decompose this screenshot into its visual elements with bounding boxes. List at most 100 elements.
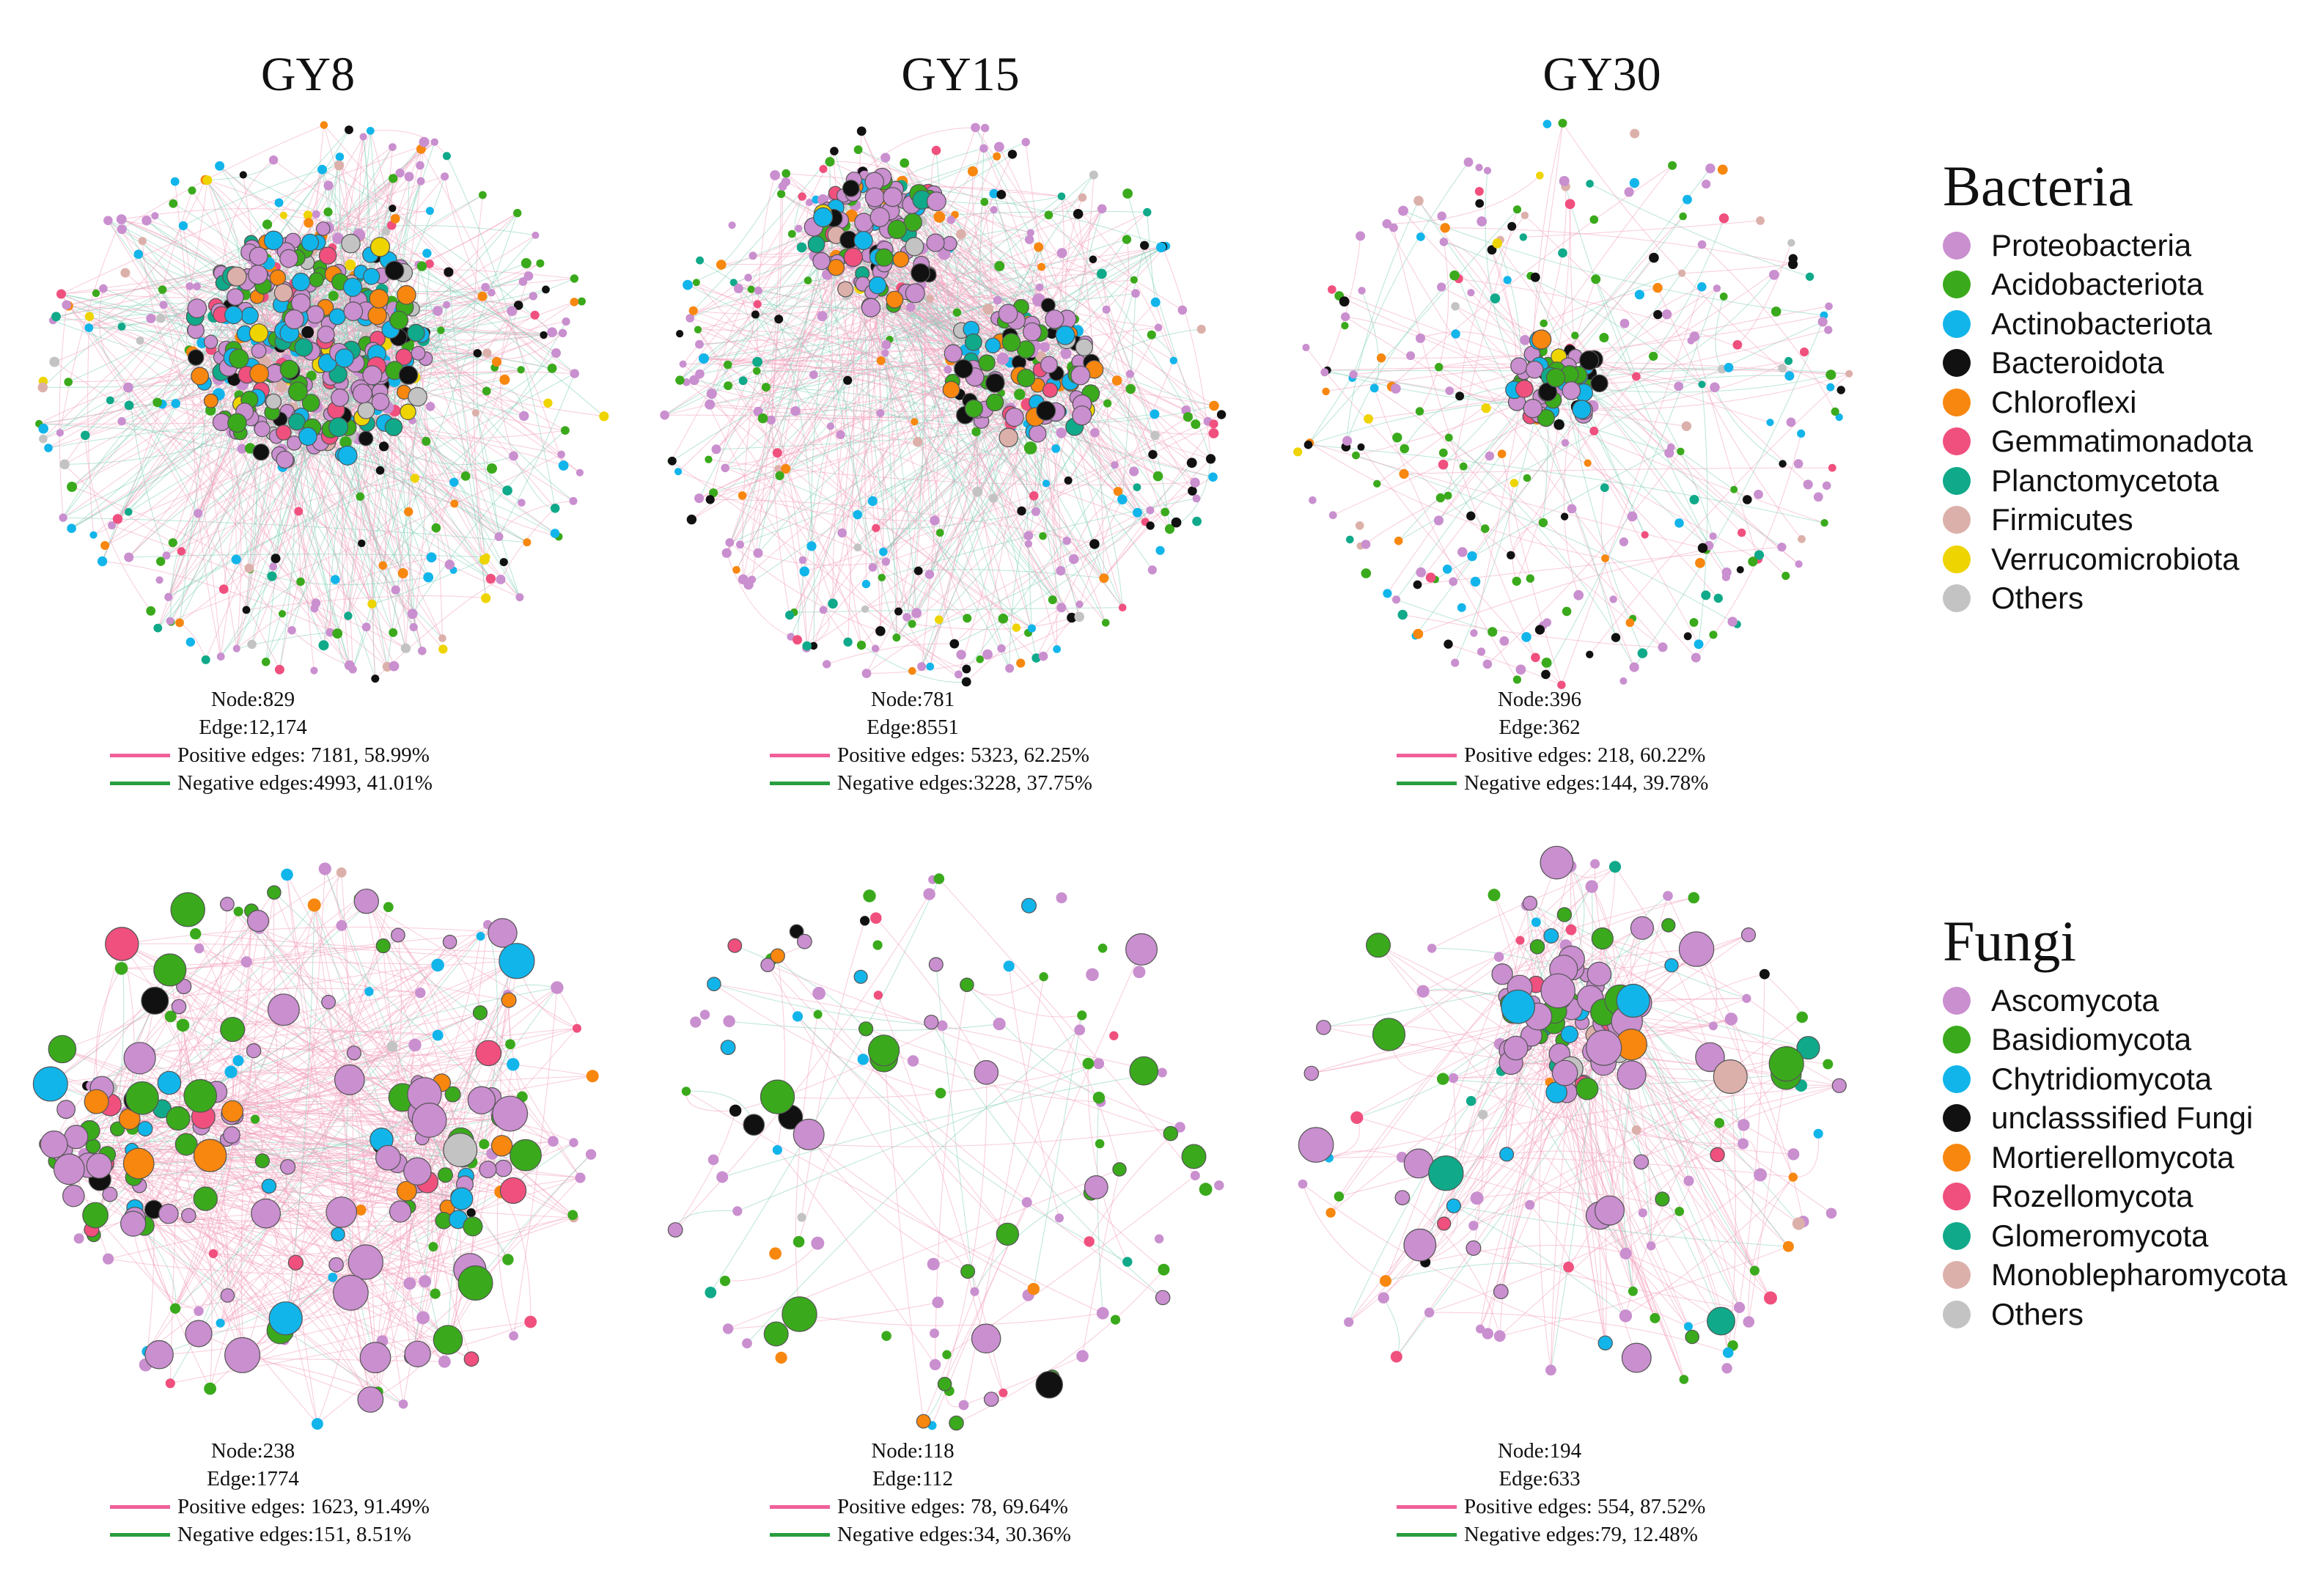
network-node — [1364, 413, 1373, 424]
network-edge — [1520, 930, 1567, 946]
network-node — [1158, 1263, 1170, 1276]
network-node — [1482, 659, 1493, 669]
network-node — [301, 326, 315, 339]
network-node — [558, 460, 569, 471]
legend-dot-icon — [1943, 466, 1971, 495]
network-node — [227, 288, 244, 306]
network-node — [532, 231, 540, 239]
network-node — [358, 430, 374, 446]
network-edge — [205, 1198, 476, 1284]
network-edge — [370, 1282, 476, 1400]
network-edge — [864, 609, 967, 669]
network-edge — [243, 1358, 378, 1392]
network-edge — [198, 945, 384, 1312]
network-node — [1734, 1301, 1746, 1313]
network-edge — [1378, 944, 1565, 1073]
network-nodes — [1298, 845, 1847, 1384]
network-edge — [713, 983, 941, 1094]
network-node — [276, 450, 294, 469]
network-edge — [664, 414, 1038, 434]
network-node — [317, 326, 335, 344]
network-node — [1487, 245, 1497, 255]
network-edge — [283, 215, 386, 232]
network-edge — [1079, 499, 1123, 605]
network-edge — [1650, 1175, 1761, 1246]
network-node — [67, 523, 76, 533]
network-node — [557, 450, 565, 459]
network-node — [1358, 287, 1366, 295]
network-edge — [1381, 315, 1825, 359]
network-node — [868, 1034, 900, 1067]
network-edge — [150, 1051, 466, 1177]
network-node — [249, 246, 268, 266]
network-edge — [231, 1110, 423, 1115]
network-edge — [230, 1114, 449, 1340]
network-node — [1646, 1241, 1656, 1251]
network-node — [1674, 381, 1684, 392]
network-node — [426, 552, 437, 563]
network-node — [1754, 1168, 1768, 1182]
network-node — [488, 289, 496, 297]
network-nodes — [35, 121, 609, 683]
network-node — [869, 207, 890, 227]
network-edge — [1308, 444, 1825, 523]
network-node — [1298, 1127, 1334, 1163]
network-node — [120, 1210, 147, 1237]
network-node — [1365, 933, 1391, 958]
network-node — [1584, 459, 1592, 467]
network-node — [479, 1161, 497, 1179]
network-node — [395, 348, 413, 366]
network-node — [116, 214, 127, 224]
network-node — [728, 221, 736, 229]
network-node — [1738, 1138, 1749, 1150]
network-edge — [777, 353, 886, 454]
network-node — [1451, 658, 1460, 667]
network-node — [793, 1235, 805, 1248]
network-node — [1344, 1317, 1354, 1327]
network-node — [1040, 342, 1050, 353]
network-edge — [1636, 1085, 1839, 1131]
network-node — [1787, 1148, 1800, 1161]
network-node — [1709, 631, 1718, 639]
network-node — [403, 1157, 432, 1186]
network-edge — [1473, 1085, 1839, 1227]
network-node — [479, 1139, 490, 1150]
fungi-network-gy30 — [1298, 845, 1847, 1384]
network-edge — [1565, 186, 1710, 546]
network-node — [494, 532, 504, 541]
fungi-stats-gy30: Node:194 Edge:633 Positive edges: 554, 8… — [1397, 1437, 2056, 1548]
network-node — [880, 152, 891, 163]
network-node — [569, 1138, 578, 1147]
network-node — [1768, 1046, 1804, 1082]
network-node — [1678, 931, 1715, 967]
network-edge — [425, 441, 521, 598]
network-node — [1523, 399, 1542, 419]
network-edge — [767, 964, 1163, 1298]
network-node — [355, 1205, 367, 1216]
negative-edges-text: Negative edges:79, 12.48% — [1464, 1523, 1698, 1546]
network-node — [743, 1114, 765, 1136]
legend-label: Actinobacteriota — [1991, 306, 2213, 341]
network-node — [946, 216, 955, 224]
network-node — [1490, 293, 1501, 304]
network-node — [328, 417, 349, 438]
network-node — [875, 626, 886, 636]
network-node — [1208, 428, 1219, 438]
network-node — [141, 986, 169, 1015]
positive-edges-row: Positive edges: 78, 69.64% — [770, 1493, 1430, 1521]
network-node — [1470, 629, 1478, 637]
network-edge — [191, 190, 443, 639]
network-node — [267, 571, 277, 581]
network-node — [158, 285, 167, 294]
network-node — [1591, 274, 1601, 284]
network-node — [1037, 262, 1045, 271]
positive-edges-row: Positive edges: 218, 60.22% — [1397, 741, 2056, 769]
network-edge — [198, 1293, 435, 1334]
network-node — [1540, 973, 1576, 1009]
network-node — [573, 1023, 581, 1033]
fungi-legend-item: Basidiomycota — [1943, 1021, 2287, 1060]
network-node — [366, 127, 375, 135]
legend-label: unclasssified Fungi — [1991, 1100, 2254, 1136]
network-node — [1537, 409, 1555, 427]
network-node — [432, 1029, 444, 1041]
